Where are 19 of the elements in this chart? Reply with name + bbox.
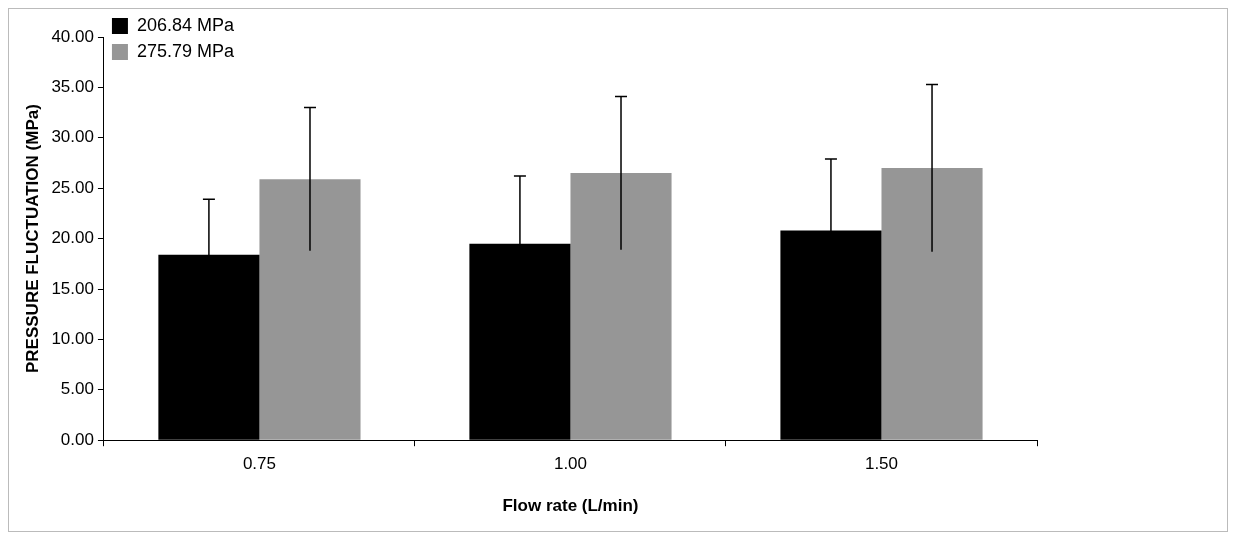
y-tick-label: 30.00 bbox=[51, 127, 94, 147]
bar bbox=[570, 173, 672, 440]
y-axis-title: PRESSURE FLUCTUATION (MPa) bbox=[22, 104, 42, 374]
x-axis-title: Flow rate (L/min) bbox=[502, 496, 639, 516]
bar bbox=[259, 179, 361, 440]
y-tick-label: 35.00 bbox=[51, 77, 94, 97]
y-tick-label: 15.00 bbox=[51, 278, 94, 298]
x-tick-label: 0.75 bbox=[242, 454, 276, 474]
bar bbox=[881, 168, 983, 440]
x-tick-label: 1.00 bbox=[553, 454, 588, 474]
y-tick-label: 0.00 bbox=[60, 429, 94, 449]
legend-label: 275.79 MPa bbox=[136, 40, 235, 61]
x-tick-label: 1.50 bbox=[864, 454, 899, 474]
y-tick-label: 25.00 bbox=[51, 177, 94, 197]
y-tick-label: 20.00 bbox=[51, 228, 94, 248]
y-tick-label: 10.00 bbox=[51, 329, 94, 349]
y-tick-label: 40.00 bbox=[51, 26, 94, 46]
legend-label: 206.84 MPa bbox=[136, 14, 235, 35]
y-tick-label: 5.00 bbox=[60, 379, 94, 399]
